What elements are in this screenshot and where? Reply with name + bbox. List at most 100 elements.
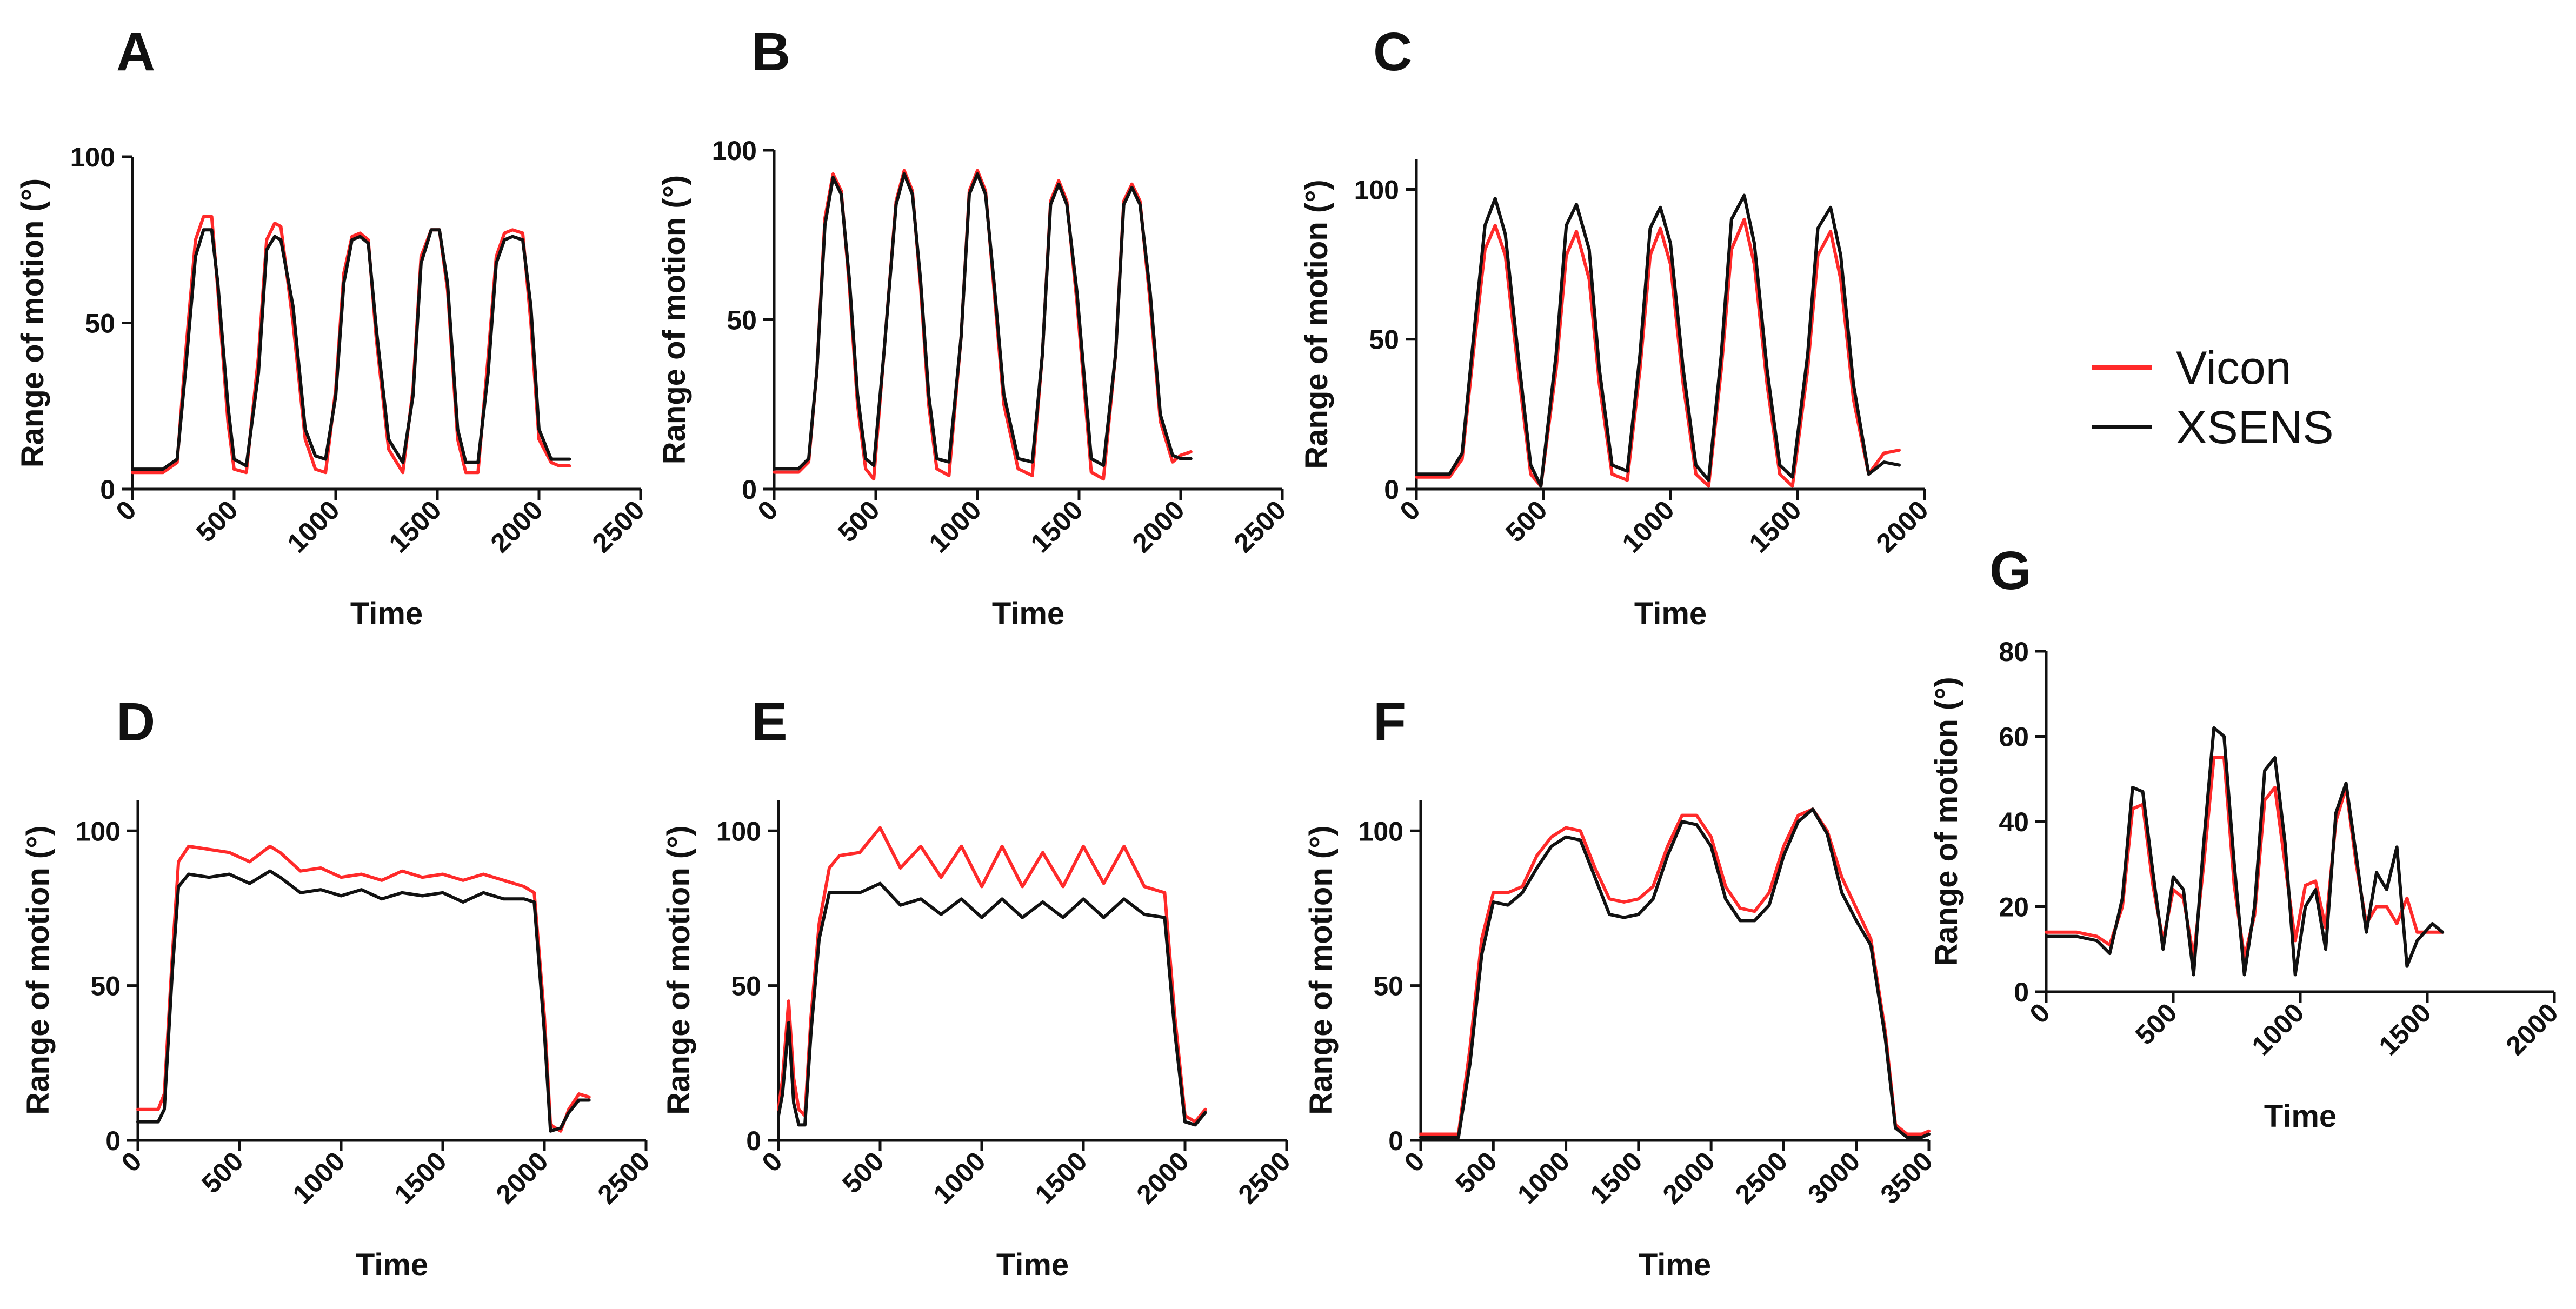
y-tick-label: 0 [1384,475,1399,505]
x-tick-label: 3000 [1802,1146,1866,1210]
y-tick-label: 100 [70,142,115,172]
legend-label-vicon: Vicon [2176,342,2292,394]
series-line-xsens [1415,193,1901,488]
x-axis-title: Time [1634,596,1707,631]
x-tick-label: 2500 [587,495,650,558]
y-tick-label: 100 [1359,816,1403,846]
y-tick-label: 50 [1373,971,1403,1001]
y-axis-title: Range of motion (°) [1299,179,1334,469]
x-tick-label: 1500 [1029,1146,1093,1210]
x-tick-label: 2500 [592,1146,656,1210]
series-line-xsens [1419,807,1931,1139]
series-line-xsens [777,881,1207,1127]
y-tick-label: 100 [712,136,757,166]
x-tick-label: 1500 [389,1146,452,1210]
y-tick-label: 0 [1388,1126,1403,1156]
x-tick-label: 1500 [1584,1146,1648,1210]
series-line-vicon [1415,217,1901,488]
x-tick-label: 2000 [1127,495,1190,558]
y-tick-label: 100 [76,816,121,846]
y-tick-label: 60 [1999,722,2029,752]
y-tick-label: 0 [100,475,115,505]
y-tick-label: 100 [716,816,761,846]
x-axis-title: Time [2264,1099,2337,1134]
x-tick-label: 1500 [2373,997,2437,1061]
panel-letter-b: B [751,22,790,82]
y-axis-title: Range of motion (°) [657,175,692,464]
x-tick-label: 1000 [928,1146,991,1210]
series-line-vicon [773,169,1193,481]
legend-label-xsens: XSENS [2176,402,2334,453]
x-axis-title: Time [992,596,1064,631]
y-tick-label: 50 [90,971,121,1001]
x-tick-label: 500 [190,495,244,548]
y-tick-label: 50 [727,305,757,336]
y-axis-title: Range of motion (°) [1929,677,1964,966]
x-tick-label: 500 [2129,997,2183,1051]
series-line-xsens [136,869,591,1133]
x-tick-label: 2000 [2500,997,2564,1061]
x-tick-label: 1500 [383,495,447,558]
x-tick-label: 1500 [1743,495,1807,558]
series-line-xsens [131,228,571,471]
x-tick-label: 2000 [485,495,549,558]
x-tick-label: 2500 [1233,1146,1296,1210]
x-tick-label: 1500 [1025,495,1089,558]
x-tick-label: 2000 [1871,495,1934,558]
y-axis-title: Range of motion (°) [21,825,56,1114]
panel-letter-e: E [751,692,788,752]
series-line-vicon [1419,807,1931,1136]
x-tick-label: 500 [832,495,886,548]
x-tick-label: 1000 [282,495,345,558]
y-axis-title: Range of motion (°) [1303,825,1339,1114]
y-tick-label: 0 [742,475,757,505]
x-axis-title: Time [356,1247,428,1283]
y-axis-title: Range of motion (°) [15,178,50,468]
x-tick-label: 500 [1500,495,1553,548]
x-axis-title: Time [350,596,423,631]
x-tick-label: 1000 [287,1146,351,1210]
y-tick-label: 100 [1354,175,1399,205]
x-tick-label: 1000 [923,495,987,558]
y-tick-label: 20 [1999,892,2029,923]
x-tick-label: 500 [196,1146,249,1199]
y-tick-label: 40 [1999,807,2029,837]
panel-letter-c: C [1373,22,1412,82]
y-tick-label: 0 [746,1126,761,1156]
series-line-vicon [131,215,571,475]
series-line-vicon [777,826,1207,1124]
y-tick-label: 50 [1369,325,1399,355]
x-axis-title: Time [1639,1247,1711,1283]
x-tick-label: 500 [1449,1146,1503,1199]
x-tick-label: 1000 [1616,495,1680,558]
y-tick-label: 0 [2014,977,2029,1007]
y-tick-label: 80 [1999,637,2029,667]
y-tick-label: 50 [731,971,761,1001]
x-tick-label: 2000 [490,1146,554,1210]
x-tick-label: 1000 [1512,1146,1575,1210]
series-line-xsens [2045,726,2445,977]
panel-letter-f: F [1373,692,1406,752]
series-line-xsens [773,172,1193,471]
panel-letter-a: A [116,22,155,82]
x-tick-label: 500 [836,1146,890,1199]
x-tick-label: 2000 [1131,1146,1195,1210]
series-line-vicon [2045,756,2445,959]
panel-letter-g: G [1989,540,2032,601]
x-tick-label: 1000 [2246,997,2310,1061]
x-tick-label: 2500 [1729,1146,1793,1210]
panel-letter-d: D [116,692,155,752]
x-tick-label: 3500 [1875,1146,1939,1210]
legend: Vicon XSENS [2092,342,2334,453]
y-tick-label: 50 [85,309,115,339]
x-tick-label: 2000 [1657,1146,1721,1210]
